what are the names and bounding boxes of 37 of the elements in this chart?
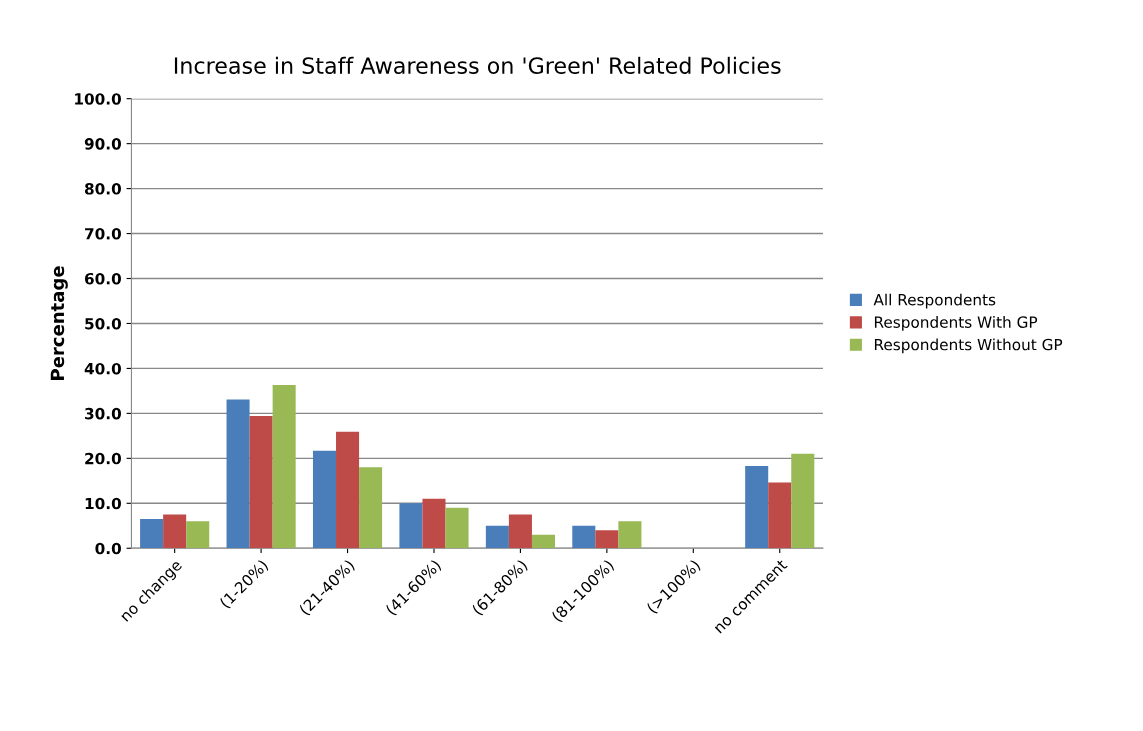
- bar: [508, 514, 532, 549]
- chart-title: Increase in Staff Awareness on 'Green' Related Policies: [174, 56, 781, 74]
- y-tick-label: 20.0: [85, 452, 121, 465]
- bar: [768, 482, 792, 549]
- bar: [445, 507, 469, 549]
- bar: [399, 503, 423, 549]
- bar: [336, 431, 360, 549]
- bar: [359, 467, 383, 549]
- bar: [745, 465, 769, 549]
- bar: [595, 530, 619, 549]
- y-axis-title: Percentage: [50, 266, 68, 380]
- bar: [226, 399, 250, 549]
- y-tick-label: 30.0: [85, 407, 121, 420]
- bar: [312, 450, 337, 549]
- bar: [163, 514, 187, 549]
- y-tick-label: 50.0: [85, 317, 121, 330]
- bar: [531, 534, 555, 549]
- bar: [572, 525, 596, 549]
- y-tick-label: 40.0: [84, 362, 121, 375]
- legend-label: All Respondents: [873, 293, 996, 309]
- legend-label: Respondents Without GP: [874, 338, 1063, 354]
- bar: [422, 498, 446, 549]
- y-tick-label: 80.0: [84, 183, 121, 195]
- bar: [186, 521, 210, 549]
- bar: [140, 519, 164, 549]
- y-tick-label: 90.0: [84, 138, 121, 150]
- bar: [272, 385, 296, 549]
- y-tick-label: 0.0: [95, 542, 121, 555]
- bar: [249, 416, 273, 549]
- bar: [791, 453, 815, 549]
- y-tick-label: 60.0: [84, 272, 121, 285]
- y-tick-label: 70.0: [85, 228, 121, 240]
- bar: [618, 521, 642, 549]
- y-tick-label: 100.0: [75, 93, 121, 105]
- y-tick-label: 10.0: [85, 497, 121, 510]
- bar: [485, 525, 509, 549]
- legend-label: Respondents With GP: [874, 316, 1038, 331]
